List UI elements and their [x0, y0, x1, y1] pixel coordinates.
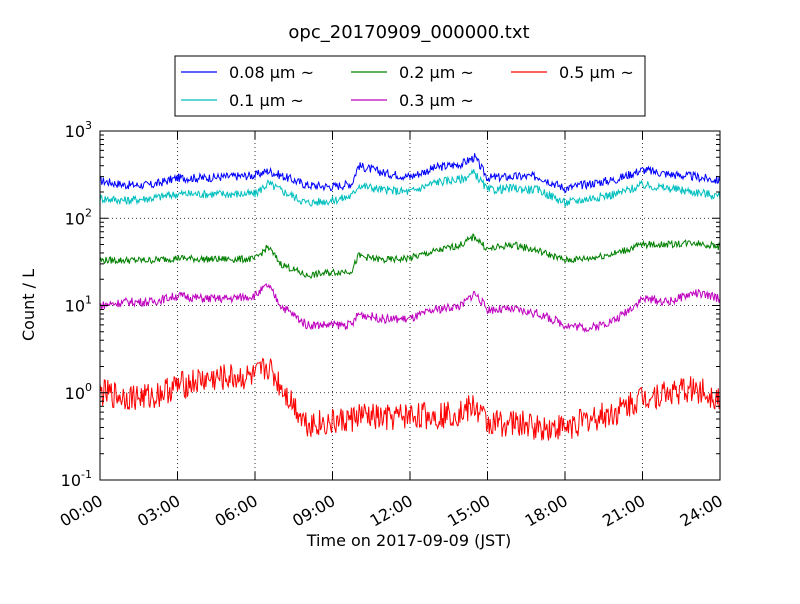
grid-lines — [100, 131, 720, 480]
y-tick-label: 10-1 — [61, 468, 92, 490]
series-group — [99, 153, 721, 441]
chart-title: opc_20170909_000000.txt — [288, 22, 529, 43]
legend-entry-label: 0.08 μm ~ — [229, 63, 314, 82]
y-tick-label: 102 — [65, 206, 92, 228]
legend-entry-label: 0.3 μm ~ — [399, 91, 474, 110]
legend-entry-label: 0.2 μm ~ — [399, 63, 474, 82]
y-tick-label: 100 — [65, 381, 92, 403]
legend: 0.08 μm ~ 0.1 μm ~ 0.2 μm ~ 0.3 μm ~ 0.5 μm … — [174, 55, 646, 117]
series-line-3 — [99, 282, 721, 334]
x-axis-label: Time on 2017-09-09 (JST) — [306, 531, 511, 550]
series-line-2 — [99, 233, 721, 280]
series-line-0 — [99, 153, 721, 194]
y-axis-label: Count / L — [19, 269, 38, 341]
series-line-4 — [99, 357, 721, 441]
y-tick-label: 101 — [65, 294, 92, 316]
series-line-1 — [99, 168, 721, 208]
y-tick-label: 103 — [65, 119, 92, 141]
legend-entry-label: 0.1 μm ~ — [229, 91, 304, 110]
legend-box — [174, 55, 646, 117]
legend-entry-label: 0.5 μm ~ — [559, 63, 634, 82]
